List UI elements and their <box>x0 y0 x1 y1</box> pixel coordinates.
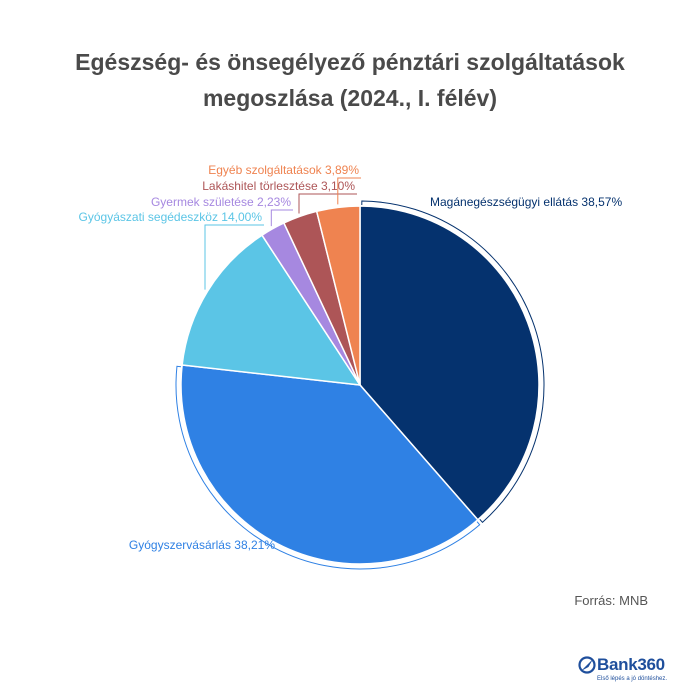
pie-slice[interactable] <box>181 234 362 386</box>
chart-title: Egészség- és önsegélyező pénztári szolgá… <box>0 44 700 116</box>
source-note: Forrás: MNB <box>574 593 648 608</box>
pie-slice[interactable] <box>315 205 361 386</box>
slice-bracket <box>361 200 545 524</box>
chart-title-line-1: Egészség- és önsegélyező pénztári szolgá… <box>75 49 625 75</box>
slice-bracket <box>270 209 293 227</box>
slice-label: Magánegészségügyi ellátás 38,57% <box>430 195 622 209</box>
bank360-logo[interactable]: Bank360 Első lépés a jó döntéshez. <box>578 655 678 690</box>
slice-bracket <box>175 365 481 570</box>
chart-title-line-2: megoszlása (2024., I. félév) <box>202 85 498 111</box>
logo-name: Bank360 <box>597 655 665 674</box>
pie-slice[interactable] <box>359 205 540 521</box>
pie-slices <box>180 205 540 565</box>
logo-tagline: Első lépés a jó döntéshez. <box>597 676 668 682</box>
slice-label: Gyógyászati segédeszköz 14,00% <box>79 210 263 224</box>
logo-mark-icon <box>578 656 596 674</box>
slice-label: Gyógyszervásárlás 38,21% <box>129 538 275 552</box>
slice-label: Egyéb szolgáltatások 3,89% <box>208 163 359 177</box>
slice-label: Gyermek születése 2,23% <box>151 195 291 209</box>
slice-bracket <box>337 177 361 205</box>
slice-bracket <box>204 224 264 290</box>
pie-slice[interactable] <box>180 364 479 565</box>
slice-label: Lakáshitel törlesztése 3,10% <box>202 179 355 193</box>
